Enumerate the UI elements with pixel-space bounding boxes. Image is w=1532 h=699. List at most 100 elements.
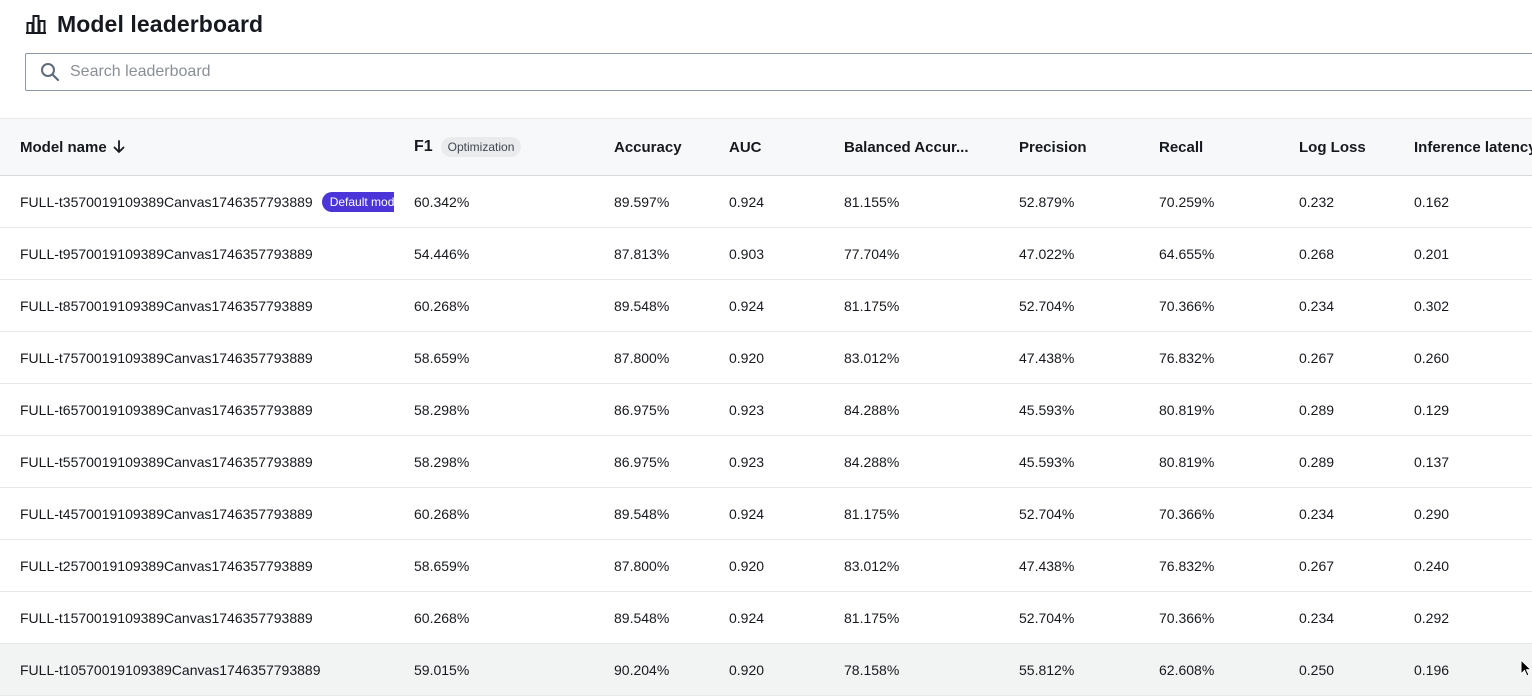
cell-recall: 70.366% — [1139, 279, 1279, 332]
default-model-badge: Default model — [321, 191, 394, 212]
cell-accuracy: 86.975% — [594, 435, 709, 488]
cell-f1: 60.268% — [394, 591, 594, 644]
table-row[interactable]: FULL-t7570019109389Canvas1746357793889 5… — [0, 331, 1532, 384]
cell-log-loss: 0.267 — [1279, 331, 1394, 384]
model-name[interactable]: FULL-t8570019109389Canvas1746357793889 — [20, 297, 313, 314]
cell-inference-latency: 0.290 — [1394, 487, 1532, 540]
column-label: Log Loss — [1299, 138, 1366, 156]
column-label: Accuracy — [614, 138, 682, 156]
cell-inference-latency: 0.162 — [1394, 175, 1532, 228]
model-name[interactable]: FULL-t10570019109389Canvas1746357793889 — [20, 661, 321, 678]
cell-auc: 0.924 — [709, 175, 824, 228]
cell-log-loss: 0.234 — [1279, 487, 1394, 540]
cell-log-loss: 0.289 — [1279, 383, 1394, 436]
cell-auc: 0.920 — [709, 539, 824, 592]
page-header: Model leaderboard — [25, 10, 263, 38]
cell-f1: 58.659% — [394, 331, 594, 384]
cell-f1: 54.446% — [394, 227, 594, 280]
cell-accuracy: 87.813% — [594, 227, 709, 280]
cell-model-name: FULL-t4570019109389Canvas1746357793889 — [0, 487, 394, 540]
column-label: AUC — [729, 138, 762, 156]
cell-balanced-accuracy: 81.175% — [824, 279, 999, 332]
column-header-model-name[interactable]: Model name — [0, 118, 394, 176]
table-row[interactable]: FULL-t3570019109389Canvas1746357793889 D… — [0, 175, 1532, 228]
model-name[interactable]: FULL-t9570019109389Canvas1746357793889 — [20, 245, 313, 262]
cell-precision: 47.438% — [999, 539, 1139, 592]
table-row[interactable]: FULL-t5570019109389Canvas1746357793889 5… — [0, 435, 1532, 488]
cell-precision: 52.704% — [999, 487, 1139, 540]
search-icon — [40, 62, 60, 82]
cell-recall: 70.366% — [1139, 591, 1279, 644]
table-row[interactable]: FULL-t9570019109389Canvas1746357793889 5… — [0, 227, 1532, 280]
cell-recall: 70.259% — [1139, 175, 1279, 228]
cell-inference-latency: 0.292 — [1394, 591, 1532, 644]
column-header-balanced-accuracy[interactable]: Balanced Accur... — [824, 118, 999, 176]
column-header-inference-latency[interactable]: Inference latency — [1394, 118, 1532, 176]
cell-recall: 70.366% — [1139, 487, 1279, 540]
model-name[interactable]: FULL-t2570019109389Canvas1746357793889 — [20, 557, 313, 574]
column-header-f1[interactable]: F1 Optimization — [394, 118, 594, 176]
table-row[interactable]: FULL-t6570019109389Canvas1746357793889 5… — [0, 383, 1532, 436]
cell-model-name: FULL-t8570019109389Canvas1746357793889 — [0, 279, 394, 332]
table-row[interactable]: FULL-t10570019109389Canvas1746357793889 … — [0, 643, 1532, 696]
cell-precision: 52.879% — [999, 175, 1139, 228]
optimization-badge: Optimization — [440, 137, 522, 157]
cell-inference-latency: 0.240 — [1394, 539, 1532, 592]
sort-descending-icon[interactable] — [113, 140, 125, 154]
cell-accuracy: 87.800% — [594, 331, 709, 384]
column-header-auc[interactable]: AUC — [709, 118, 824, 176]
column-label: Inference latency — [1414, 138, 1532, 156]
cell-inference-latency: 0.196 — [1394, 643, 1532, 696]
table-row[interactable]: FULL-t4570019109389Canvas1746357793889 6… — [0, 487, 1532, 540]
cell-model-name: FULL-t3570019109389Canvas1746357793889 D… — [0, 175, 394, 228]
model-name[interactable]: FULL-t7570019109389Canvas1746357793889 — [20, 349, 313, 366]
cell-accuracy: 89.548% — [594, 591, 709, 644]
cell-f1: 60.342% — [394, 175, 594, 228]
table-row[interactable]: FULL-t1570019109389Canvas1746357793889 6… — [0, 591, 1532, 644]
search-input[interactable] — [70, 63, 1470, 81]
cell-accuracy: 86.975% — [594, 383, 709, 436]
cell-recall: 80.819% — [1139, 383, 1279, 436]
model-name[interactable]: FULL-t5570019109389Canvas1746357793889 — [20, 453, 313, 470]
cell-auc: 0.903 — [709, 227, 824, 280]
column-header-accuracy[interactable]: Accuracy — [594, 118, 709, 176]
cell-f1: 58.298% — [394, 435, 594, 488]
table-row[interactable]: FULL-t2570019109389Canvas1746357793889 5… — [0, 539, 1532, 592]
cell-f1: 60.268% — [394, 279, 594, 332]
cell-balanced-accuracy: 83.012% — [824, 539, 999, 592]
column-label: F1 — [414, 138, 433, 155]
column-header-log-loss[interactable]: Log Loss — [1279, 118, 1394, 176]
cell-auc: 0.923 — [709, 383, 824, 436]
cell-log-loss: 0.267 — [1279, 539, 1394, 592]
cell-precision: 45.593% — [999, 435, 1139, 488]
cell-auc: 0.920 — [709, 331, 824, 384]
cell-recall: 64.655% — [1139, 227, 1279, 280]
cell-model-name: FULL-t2570019109389Canvas1746357793889 — [0, 539, 394, 592]
cell-recall: 62.608% — [1139, 643, 1279, 696]
model-name[interactable]: FULL-t3570019109389Canvas1746357793889 — [20, 193, 313, 210]
search-bar[interactable] — [25, 53, 1532, 91]
cell-model-name: FULL-t9570019109389Canvas1746357793889 — [0, 227, 394, 280]
table-header-row: Model name F1 Optimization Accuracy — [0, 118, 1532, 176]
cell-log-loss: 0.268 — [1279, 227, 1394, 280]
cell-f1: 60.268% — [394, 487, 594, 540]
mouse-cursor-icon — [1520, 658, 1532, 679]
cell-f1: 58.298% — [394, 383, 594, 436]
model-name[interactable]: FULL-t4570019109389Canvas1746357793889 — [20, 505, 313, 522]
cell-balanced-accuracy: 81.155% — [824, 175, 999, 228]
model-name[interactable]: FULL-t6570019109389Canvas1746357793889 — [20, 401, 313, 418]
table-row[interactable]: FULL-t8570019109389Canvas1746357793889 6… — [0, 279, 1532, 332]
column-label: Balanced Accur... — [844, 138, 969, 156]
cell-model-name: FULL-t10570019109389Canvas1746357793889 — [0, 643, 394, 696]
cell-precision: 47.438% — [999, 331, 1139, 384]
column-header-precision[interactable]: Precision — [999, 118, 1139, 176]
page-title: Model leaderboard — [57, 10, 264, 37]
column-header-recall[interactable]: Recall — [1139, 118, 1279, 176]
cell-model-name: FULL-t6570019109389Canvas1746357793889 — [0, 383, 394, 436]
cell-balanced-accuracy: 77.704% — [824, 227, 999, 280]
cell-auc: 0.924 — [709, 487, 824, 540]
cell-log-loss: 0.289 — [1279, 435, 1394, 488]
cell-balanced-accuracy: 84.288% — [824, 435, 999, 488]
cell-log-loss: 0.234 — [1279, 279, 1394, 332]
model-name[interactable]: FULL-t1570019109389Canvas1746357793889 — [20, 609, 313, 626]
